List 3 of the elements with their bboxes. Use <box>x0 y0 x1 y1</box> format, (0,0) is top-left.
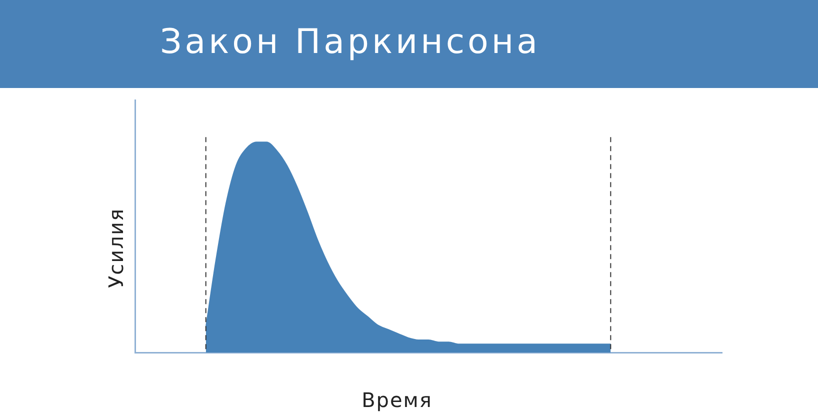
y-axis-title: Усилия <box>104 208 128 288</box>
x-axis-title: Время <box>362 388 432 412</box>
chart-title: Закон Паркинсона <box>160 22 540 62</box>
